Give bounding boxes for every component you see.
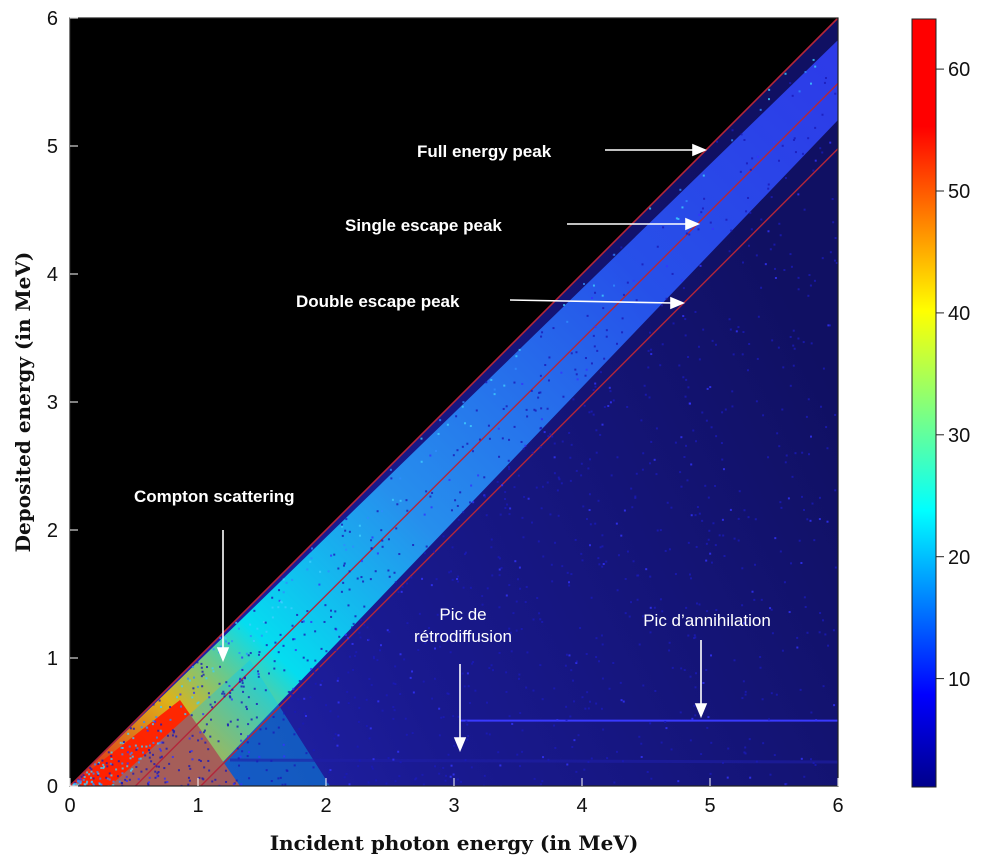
y-tick-label: 2	[47, 520, 58, 542]
compton-band	[70, 40, 838, 786]
backscatter-trace	[229, 758, 838, 764]
x-tick-label: 3	[448, 795, 459, 817]
x-tick-label: 2	[320, 795, 331, 817]
colorbar-tick-label: 10	[948, 669, 970, 691]
y-tick-label: 3	[47, 392, 58, 414]
single-escape-peak-label: Single escape peak	[345, 216, 502, 235]
low-energy-glow	[110, 660, 330, 786]
colorbar	[911, 18, 937, 788]
colorbar-tick-label: 60	[948, 59, 970, 81]
annihilation-peak-label: Pic d’annihilation	[643, 611, 771, 630]
colorbar-tick-label: 20	[948, 547, 970, 569]
full-energy-line	[69, 17, 839, 787]
backscatter-peak-label-line1: Pic de	[439, 605, 486, 624]
y-tick-label: 6	[47, 8, 58, 30]
y-tick-label: 1	[47, 648, 58, 670]
x-axis: 0 1 2 3 4 5 6	[64, 778, 844, 817]
double-escape-peak-label: Double escape peak	[296, 292, 460, 311]
single-escape-line	[134, 82, 839, 787]
y-tick-label: 4	[47, 264, 58, 286]
y-axis: 0 1 2 3 4 5 6	[47, 8, 78, 798]
x-tick-label: 1	[192, 795, 203, 817]
x-tick-label: 4	[576, 795, 587, 817]
colorbar-ticks: 10 20 30 40 50 60	[936, 59, 970, 691]
x-tick-label: 0	[64, 795, 75, 817]
colorbar-tick-label: 30	[948, 425, 970, 447]
x-axis-title: Incident photon energy (in MeV)	[270, 831, 639, 855]
heatmap-speckle	[70, 22, 838, 786]
y-tick-label: 5	[47, 136, 58, 158]
double-escape-line	[200, 148, 839, 787]
compton-scattering-label: Compton scattering	[134, 487, 295, 506]
y-axis-title: Deposited energy (in MeV)	[11, 252, 35, 553]
colorbar-tick-label: 50	[948, 181, 970, 203]
full-energy-peak-label: Full energy peak	[417, 142, 552, 161]
y-tick-label: 0	[47, 776, 58, 798]
x-tick-label: 5	[704, 795, 715, 817]
colorbar-tick-label: 40	[948, 303, 970, 325]
annotation-arrows	[216, 143, 708, 753]
x-tick-label: 6	[832, 795, 843, 817]
backscatter-peak-label-line2: rétrodiffusion	[414, 627, 512, 646]
